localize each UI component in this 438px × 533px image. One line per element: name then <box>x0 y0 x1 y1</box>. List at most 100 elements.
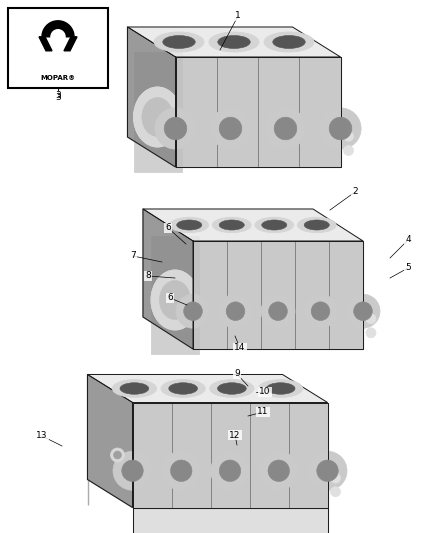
Ellipse shape <box>258 379 303 398</box>
Circle shape <box>317 460 338 481</box>
Circle shape <box>184 302 202 320</box>
Polygon shape <box>133 402 328 507</box>
Circle shape <box>311 302 330 320</box>
Circle shape <box>343 146 353 156</box>
Circle shape <box>274 117 297 140</box>
Text: 13: 13 <box>36 432 48 440</box>
Ellipse shape <box>151 270 199 330</box>
Text: 6: 6 <box>167 294 173 303</box>
Circle shape <box>366 328 376 338</box>
Circle shape <box>265 108 306 149</box>
Ellipse shape <box>297 217 336 233</box>
Ellipse shape <box>210 379 254 398</box>
Polygon shape <box>133 507 328 533</box>
Circle shape <box>164 117 187 140</box>
Circle shape <box>308 451 347 490</box>
Bar <box>8 8 108 88</box>
Polygon shape <box>143 209 363 241</box>
Text: 14: 14 <box>234 343 246 352</box>
Ellipse shape <box>120 383 149 394</box>
Circle shape <box>110 448 124 462</box>
Text: 12: 12 <box>230 431 241 440</box>
Ellipse shape <box>177 220 202 230</box>
Polygon shape <box>42 21 74 37</box>
Polygon shape <box>143 209 193 349</box>
Ellipse shape <box>161 282 189 318</box>
Ellipse shape <box>142 98 173 136</box>
Circle shape <box>170 460 192 481</box>
Ellipse shape <box>151 270 199 330</box>
Circle shape <box>219 294 252 328</box>
Text: 10: 10 <box>259 387 271 397</box>
Circle shape <box>346 294 380 328</box>
Ellipse shape <box>209 32 259 52</box>
Ellipse shape <box>219 220 244 230</box>
Polygon shape <box>193 241 363 349</box>
Circle shape <box>320 108 361 149</box>
Circle shape <box>329 117 352 140</box>
Text: 3: 3 <box>55 93 61 101</box>
Text: 8: 8 <box>145 271 151 280</box>
Circle shape <box>259 451 298 490</box>
Text: 9: 9 <box>234 369 240 378</box>
Text: 3: 3 <box>55 92 61 101</box>
Ellipse shape <box>304 220 329 230</box>
Polygon shape <box>39 37 52 51</box>
Text: 4: 4 <box>405 236 411 245</box>
Ellipse shape <box>266 383 295 394</box>
Circle shape <box>331 487 340 497</box>
Circle shape <box>162 451 201 490</box>
Text: 11: 11 <box>257 408 269 416</box>
Text: 7: 7 <box>130 252 136 261</box>
Ellipse shape <box>143 99 172 135</box>
Circle shape <box>211 451 250 490</box>
Text: 2: 2 <box>352 188 358 197</box>
Polygon shape <box>127 27 340 57</box>
Circle shape <box>304 294 338 328</box>
Text: 5: 5 <box>405 263 411 272</box>
Circle shape <box>219 117 242 140</box>
Ellipse shape <box>170 217 208 233</box>
Ellipse shape <box>154 32 204 52</box>
Ellipse shape <box>134 87 181 147</box>
Ellipse shape <box>212 217 251 233</box>
Circle shape <box>268 460 290 481</box>
Bar <box>134 52 181 172</box>
Polygon shape <box>88 375 133 507</box>
Circle shape <box>331 473 340 483</box>
Ellipse shape <box>261 220 287 230</box>
Bar <box>151 236 199 354</box>
Polygon shape <box>88 375 328 402</box>
Ellipse shape <box>255 217 293 233</box>
Circle shape <box>353 302 372 320</box>
Circle shape <box>261 294 295 328</box>
Ellipse shape <box>169 383 198 394</box>
Text: 1: 1 <box>235 12 241 20</box>
Ellipse shape <box>159 280 191 319</box>
Polygon shape <box>51 30 65 37</box>
Polygon shape <box>64 37 77 51</box>
Polygon shape <box>127 27 176 167</box>
Ellipse shape <box>264 32 314 52</box>
Circle shape <box>366 314 376 324</box>
Text: 6: 6 <box>165 223 171 232</box>
Ellipse shape <box>161 379 205 398</box>
Ellipse shape <box>112 379 156 398</box>
Ellipse shape <box>134 87 181 147</box>
Circle shape <box>176 294 210 328</box>
Circle shape <box>155 108 196 149</box>
Polygon shape <box>176 57 340 167</box>
Circle shape <box>122 460 143 481</box>
Circle shape <box>226 302 245 320</box>
Ellipse shape <box>218 383 246 394</box>
Ellipse shape <box>163 36 195 49</box>
Ellipse shape <box>273 36 305 49</box>
Ellipse shape <box>218 36 250 49</box>
Circle shape <box>113 451 121 459</box>
Circle shape <box>343 131 353 141</box>
Circle shape <box>268 302 287 320</box>
Circle shape <box>210 108 251 149</box>
Text: MOPAR®: MOPAR® <box>40 75 76 81</box>
Circle shape <box>113 451 152 490</box>
Circle shape <box>219 460 241 481</box>
